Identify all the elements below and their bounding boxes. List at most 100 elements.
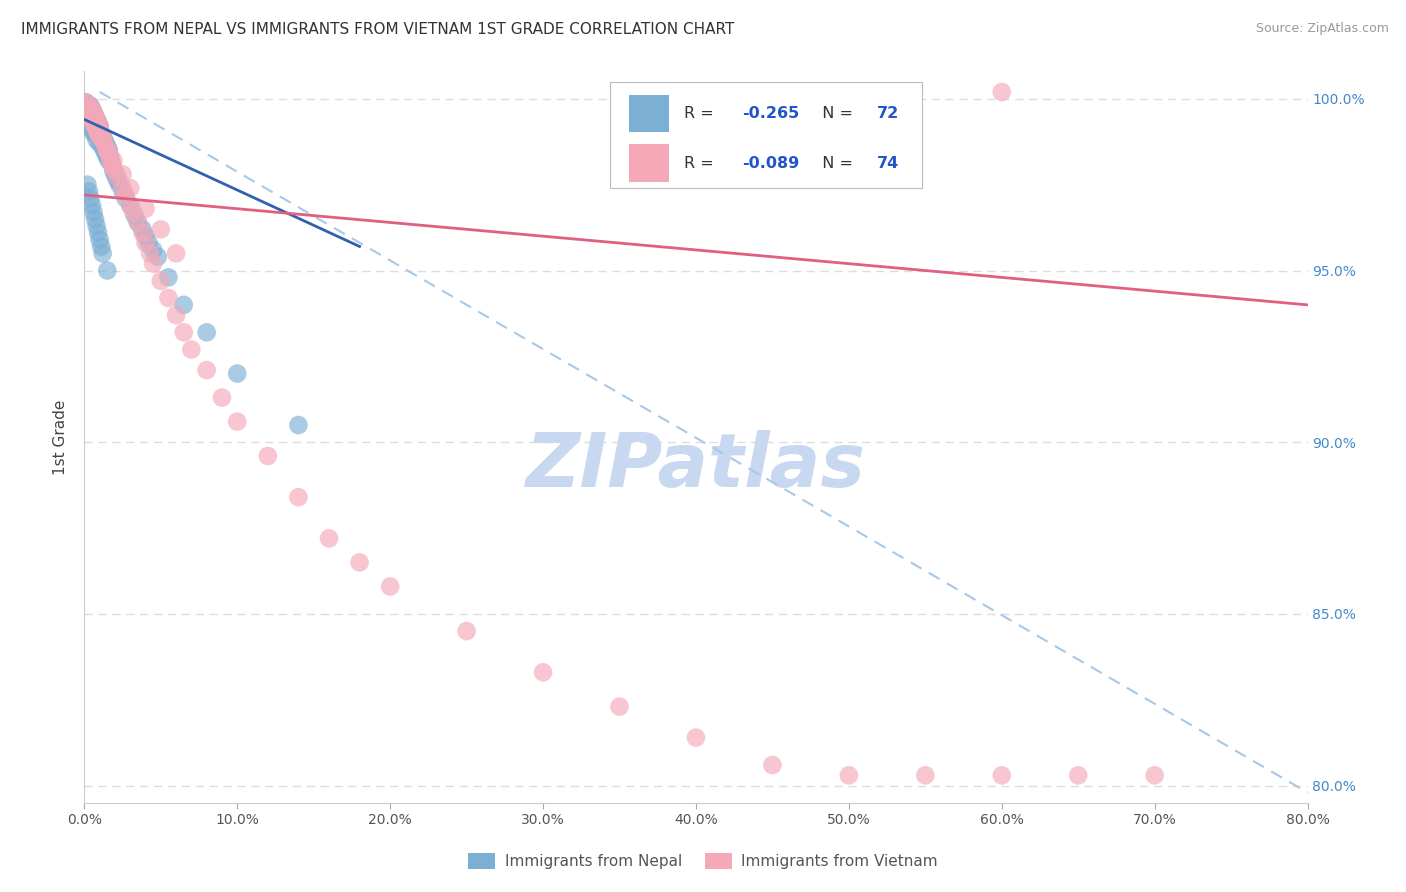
Point bbox=[226, 415, 249, 429]
Point bbox=[80, 102, 103, 116]
Point bbox=[98, 150, 121, 164]
Point bbox=[195, 326, 218, 340]
Point bbox=[287, 490, 309, 504]
Point bbox=[84, 126, 107, 140]
Point bbox=[89, 120, 111, 134]
FancyBboxPatch shape bbox=[628, 145, 669, 182]
Point bbox=[103, 161, 125, 175]
Point bbox=[257, 449, 280, 463]
FancyBboxPatch shape bbox=[628, 95, 669, 132]
Point bbox=[108, 178, 131, 192]
Point bbox=[90, 126, 112, 140]
Point bbox=[77, 98, 100, 112]
Point bbox=[127, 215, 149, 229]
FancyBboxPatch shape bbox=[610, 82, 922, 188]
Point bbox=[146, 250, 169, 264]
Point bbox=[135, 235, 157, 250]
Point bbox=[87, 116, 110, 130]
Point bbox=[80, 112, 103, 127]
Point bbox=[157, 291, 180, 305]
Point bbox=[76, 105, 98, 120]
Point bbox=[79, 102, 101, 116]
Point bbox=[84, 109, 107, 123]
Point bbox=[90, 239, 112, 253]
Text: -0.089: -0.089 bbox=[742, 155, 800, 170]
Point bbox=[86, 112, 108, 127]
Point bbox=[80, 112, 103, 127]
Point bbox=[114, 191, 136, 205]
Point bbox=[142, 257, 165, 271]
Point bbox=[135, 229, 157, 244]
Point bbox=[90, 126, 112, 140]
Point bbox=[98, 153, 121, 168]
Point bbox=[96, 144, 118, 158]
Point bbox=[75, 95, 97, 110]
Point bbox=[79, 191, 101, 205]
Point bbox=[991, 85, 1014, 99]
Y-axis label: 1st Grade: 1st Grade bbox=[53, 400, 69, 475]
Point bbox=[165, 246, 187, 260]
Text: -0.265: -0.265 bbox=[742, 106, 800, 121]
Point bbox=[104, 167, 127, 181]
Point bbox=[96, 263, 118, 277]
Point bbox=[180, 343, 202, 357]
Point bbox=[76, 178, 98, 192]
Point bbox=[84, 120, 107, 134]
Point bbox=[96, 140, 118, 154]
Point bbox=[83, 105, 105, 120]
Point bbox=[86, 219, 108, 233]
Point bbox=[287, 418, 309, 433]
Point bbox=[89, 129, 111, 144]
Point bbox=[211, 391, 233, 405]
Text: N =: N = bbox=[813, 106, 858, 121]
Point bbox=[131, 226, 153, 240]
Point bbox=[80, 198, 103, 212]
Point bbox=[89, 136, 111, 151]
Point bbox=[87, 126, 110, 140]
Point bbox=[91, 140, 114, 154]
Point bbox=[77, 98, 100, 112]
Point bbox=[91, 129, 114, 144]
Point bbox=[838, 768, 860, 782]
Point bbox=[149, 274, 172, 288]
Point bbox=[165, 308, 187, 322]
Point bbox=[77, 105, 100, 120]
Point bbox=[77, 185, 100, 199]
Point bbox=[84, 120, 107, 134]
Point bbox=[104, 164, 127, 178]
Point bbox=[131, 222, 153, 236]
Point bbox=[93, 136, 115, 151]
Point bbox=[149, 222, 172, 236]
Point bbox=[79, 109, 101, 123]
Point bbox=[195, 363, 218, 377]
Point bbox=[107, 174, 129, 188]
Point bbox=[101, 157, 124, 171]
Text: 74: 74 bbox=[877, 155, 900, 170]
Point bbox=[89, 120, 111, 134]
Text: 72: 72 bbox=[877, 106, 900, 121]
Point bbox=[86, 122, 108, 136]
Point bbox=[114, 188, 136, 202]
Point bbox=[226, 367, 249, 381]
Point bbox=[105, 170, 128, 185]
Point bbox=[139, 246, 162, 260]
Point bbox=[76, 98, 98, 112]
Point bbox=[93, 144, 115, 158]
Point bbox=[97, 144, 120, 158]
Point bbox=[83, 105, 105, 120]
Point bbox=[77, 105, 100, 120]
Point bbox=[349, 556, 371, 570]
Point bbox=[87, 226, 110, 240]
Point bbox=[685, 731, 707, 745]
Point bbox=[91, 129, 114, 144]
Point bbox=[84, 116, 107, 130]
Point bbox=[84, 212, 107, 227]
Point bbox=[135, 202, 157, 216]
Point bbox=[111, 181, 134, 195]
Point bbox=[107, 170, 129, 185]
Point bbox=[86, 133, 108, 147]
Text: Source: ZipAtlas.com: Source: ZipAtlas.com bbox=[1256, 22, 1389, 36]
Point bbox=[75, 95, 97, 110]
Point bbox=[120, 198, 142, 212]
Point bbox=[87, 116, 110, 130]
